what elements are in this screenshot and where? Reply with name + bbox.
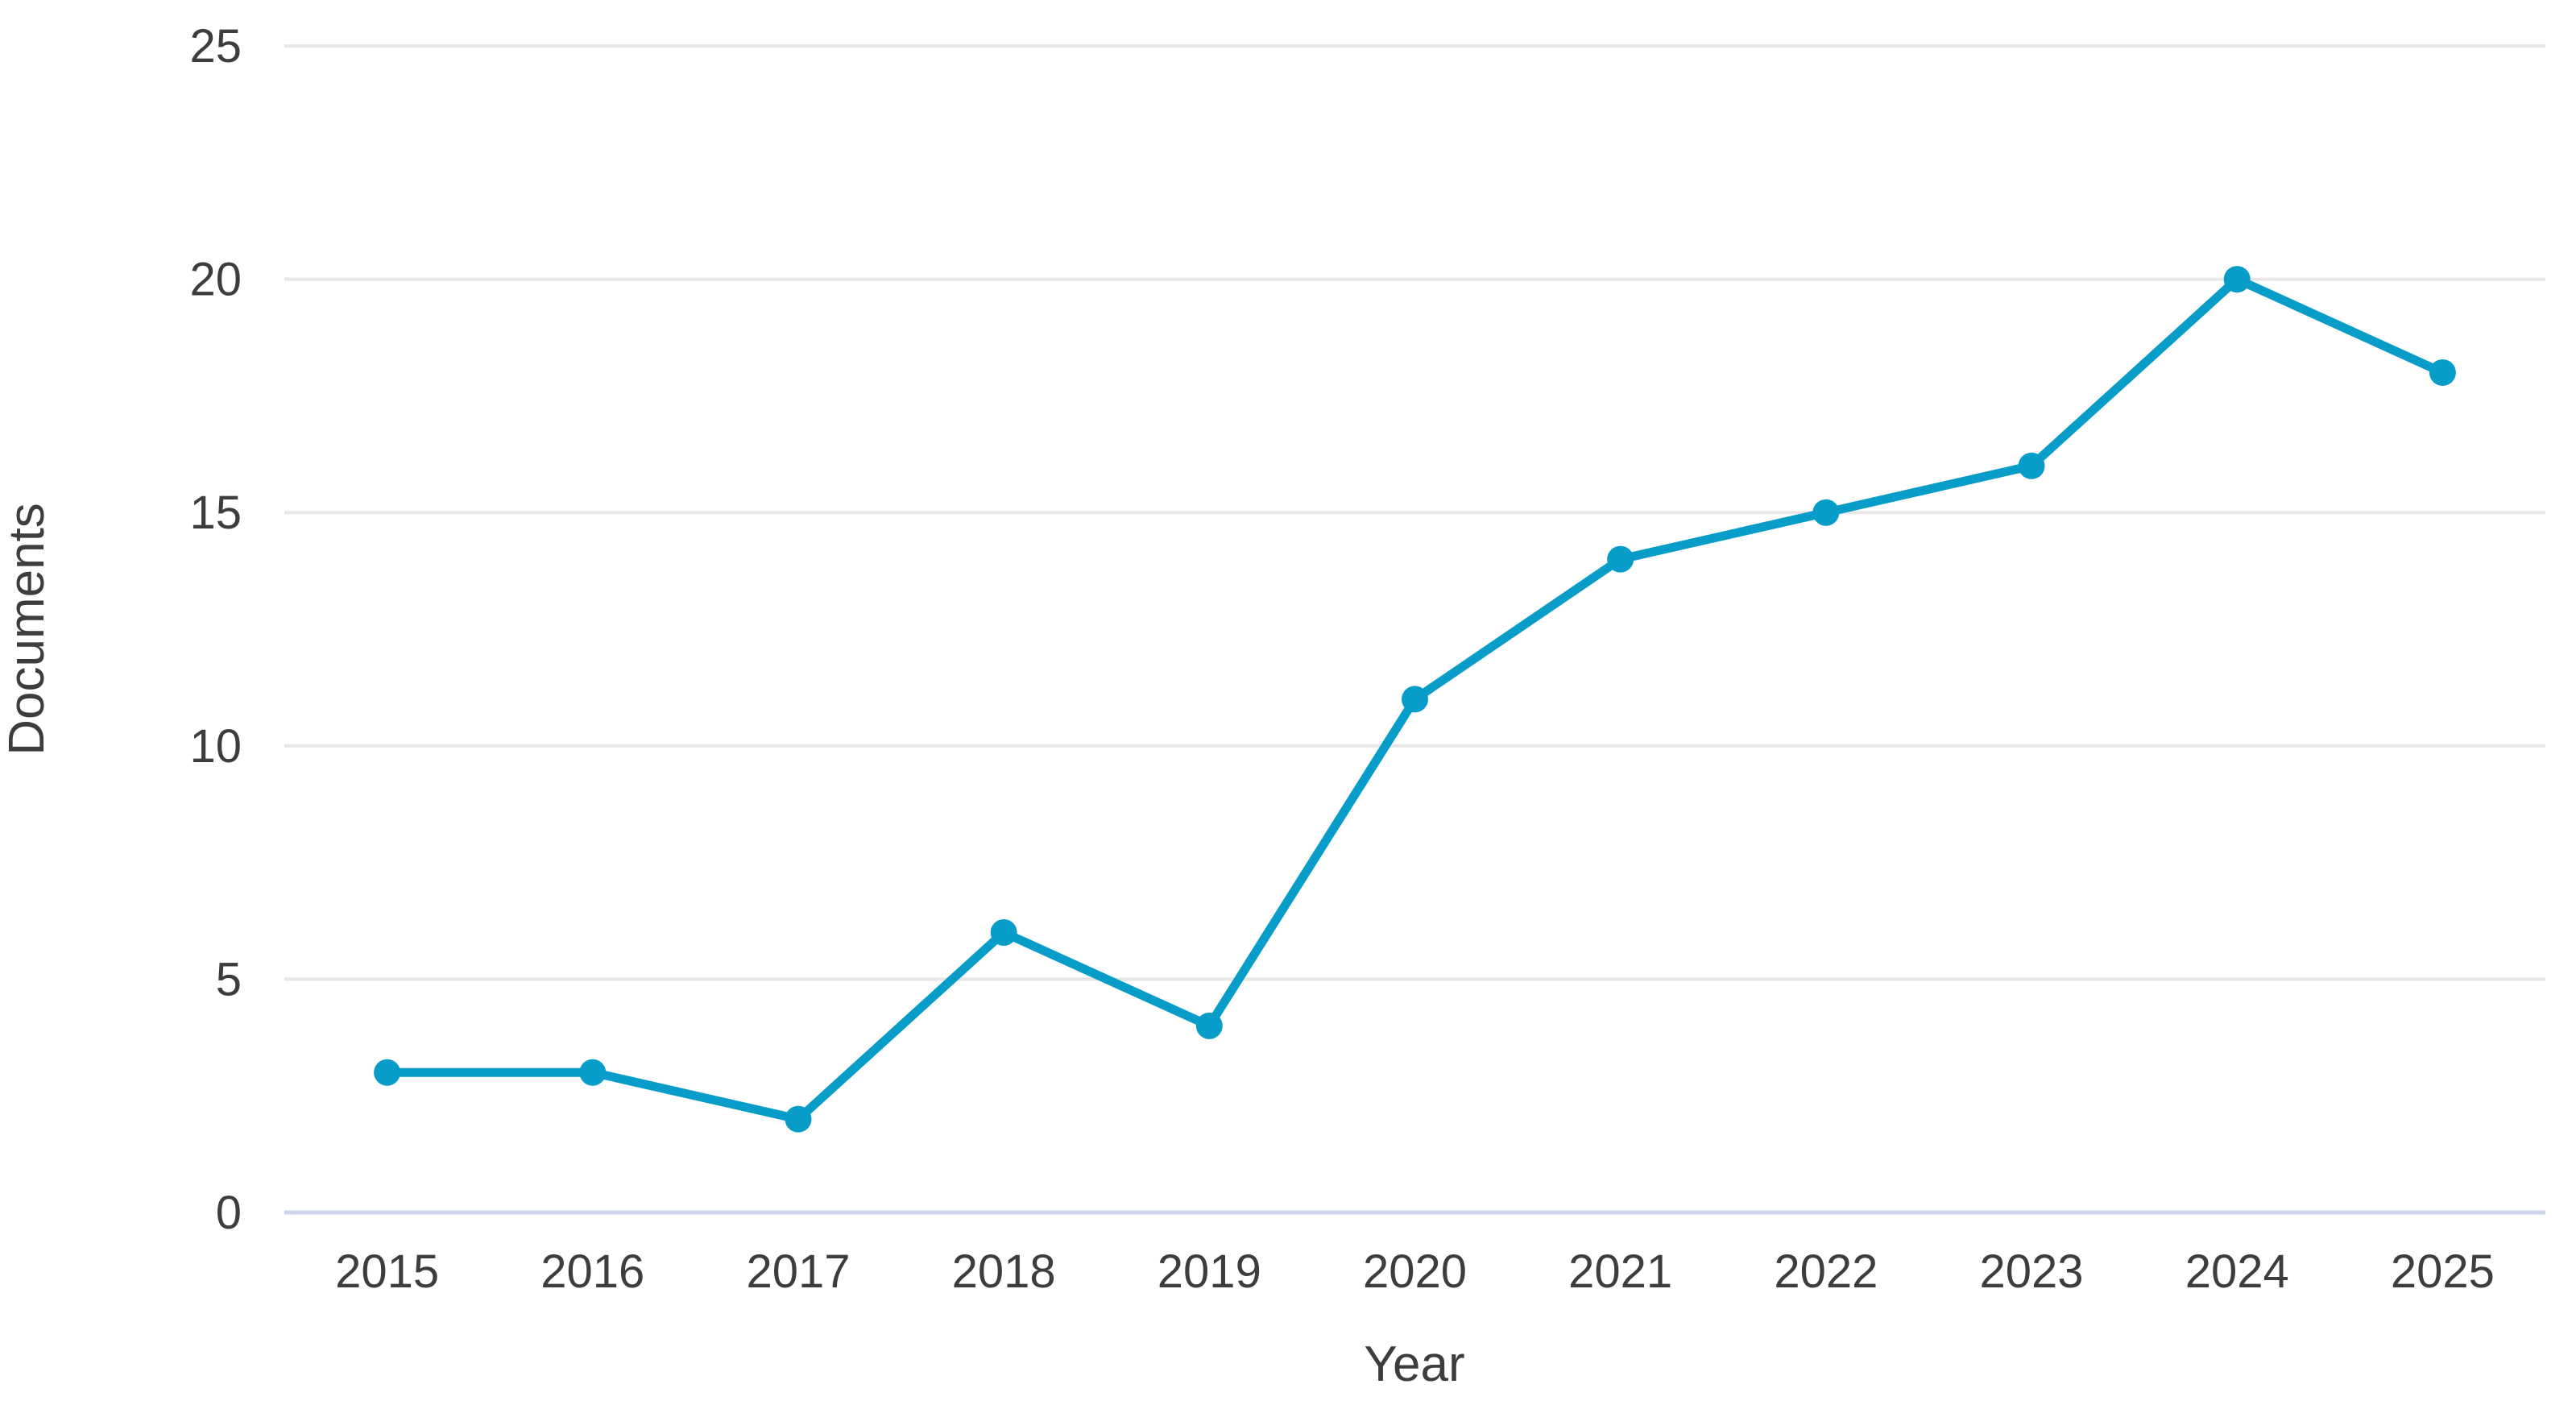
data-point-2019[interactable]: [1195, 1012, 1223, 1039]
x-tick-label-2019: 2019: [1158, 1245, 1261, 1298]
y-tick-label-25: 25: [189, 20, 242, 73]
x-tick-label-2025: 2025: [2391, 1245, 2495, 1298]
data-point-2021[interactable]: [1607, 545, 1634, 573]
data-point-2020[interactable]: [1402, 686, 1428, 713]
x-tick-label-2020: 2020: [1363, 1245, 1467, 1298]
data-point-2015[interactable]: [374, 1059, 401, 1086]
x-tick-label-2018: 2018: [952, 1245, 1056, 1298]
x-tick-label-2021: 2021: [1568, 1245, 1672, 1298]
data-point-2025[interactable]: [2429, 359, 2456, 386]
y-tick-label-0: 0: [216, 1187, 242, 1239]
y-tick-label-15: 15: [189, 487, 242, 539]
data-point-2017[interactable]: [785, 1105, 812, 1133]
x-tick-label-2015: 2015: [335, 1245, 439, 1298]
x-axis-tick-labels: 2015 2016 2017 2018 2019 2020 2021 2022 2023 2024…: [335, 1245, 2495, 1298]
gridlines: [284, 44, 2545, 1215]
data-series: [374, 266, 2456, 1133]
x-tick-label-2022: 2022: [1774, 1245, 1878, 1298]
y-tick-label-5: 5: [216, 953, 242, 1005]
y-tick-label-20: 20: [189, 254, 242, 306]
y-axis-tick-labels: 0 5 10 15 20 25: [189, 20, 242, 1239]
data-point-2022[interactable]: [1812, 499, 1840, 526]
y-axis-title: Documents: [0, 503, 55, 756]
data-point-2023[interactable]: [2018, 452, 2045, 479]
x-axis-title: Year: [1364, 1337, 1464, 1392]
data-point-2024[interactable]: [2223, 266, 2251, 293]
x-tick-label-2024: 2024: [2185, 1245, 2289, 1298]
x-tick-label-2017: 2017: [746, 1245, 850, 1298]
x-tick-label-2023: 2023: [1980, 1245, 2084, 1298]
x-tick-label-2016: 2016: [540, 1245, 644, 1298]
data-point-2018[interactable]: [990, 918, 1017, 946]
data-point-2016[interactable]: [579, 1059, 607, 1086]
y-tick-label-10: 10: [189, 720, 242, 773]
